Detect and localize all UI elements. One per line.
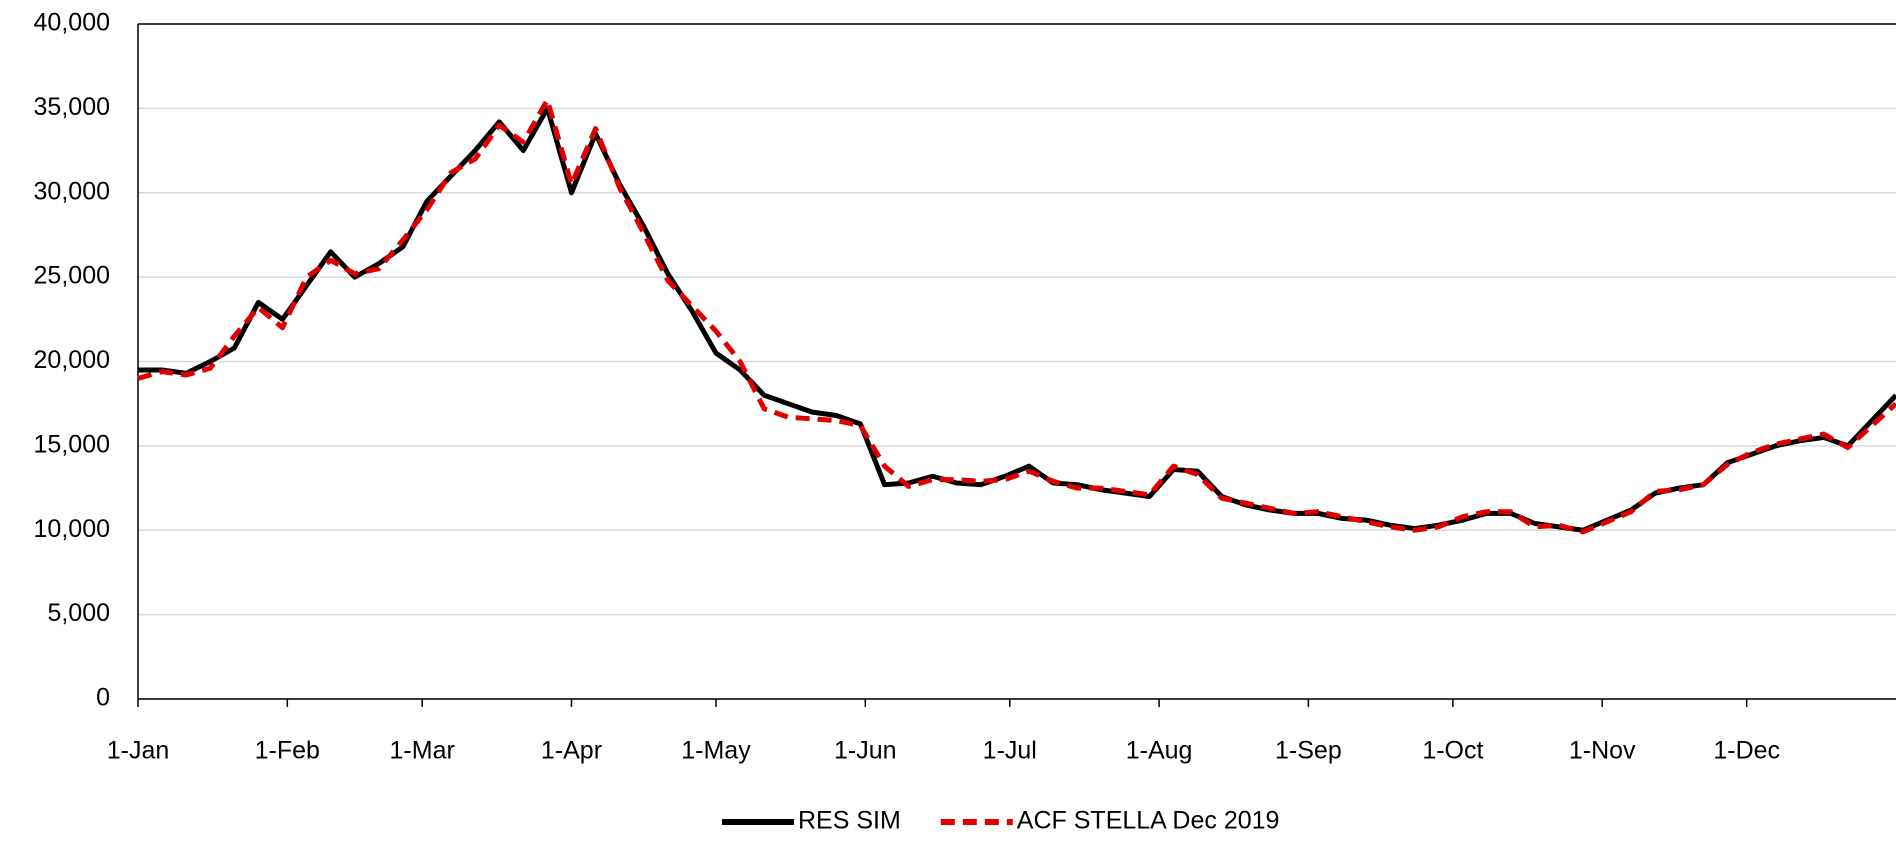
y-tick-label: 25,000 <box>34 262 110 290</box>
y-tick-label: 5,000 <box>47 599 110 627</box>
x-tick-label: 1-Apr <box>541 737 602 765</box>
x-tick-label: 1-Nov <box>1569 737 1636 765</box>
x-tick-label: 1-Mar <box>390 737 455 765</box>
y-tick-label: 20,000 <box>34 346 110 374</box>
y-tick-label: 40,000 <box>34 9 110 37</box>
legend-label: ACF STELLA Dec 2019 <box>1017 807 1280 835</box>
y-tick-label: 15,000 <box>34 430 110 458</box>
x-tick-label: 1-Feb <box>255 737 320 765</box>
x-tick-label: 1-Oct <box>1422 737 1483 765</box>
y-tick-label: 30,000 <box>34 177 110 205</box>
line-series <box>137 97 1896 535</box>
line-series <box>138 105 1896 533</box>
x-tick-label: 1-Dec <box>1713 737 1780 765</box>
x-tick-label: 1-Jun <box>834 737 897 765</box>
y-tick-label: 35,000 <box>34 93 110 121</box>
x-tick-label: 1-Jan <box>107 737 170 765</box>
x-tick-label: 1-Jul <box>983 737 1037 765</box>
y-tick-label: 0 <box>96 684 110 712</box>
x-tick-label: 1-Sep <box>1275 737 1342 765</box>
x-tick-label: 1-Aug <box>1126 737 1193 765</box>
y-tick-label: 10,000 <box>34 515 110 543</box>
x-tick-label: 1-May <box>681 737 751 765</box>
legend-label: RES SIM <box>798 807 901 835</box>
